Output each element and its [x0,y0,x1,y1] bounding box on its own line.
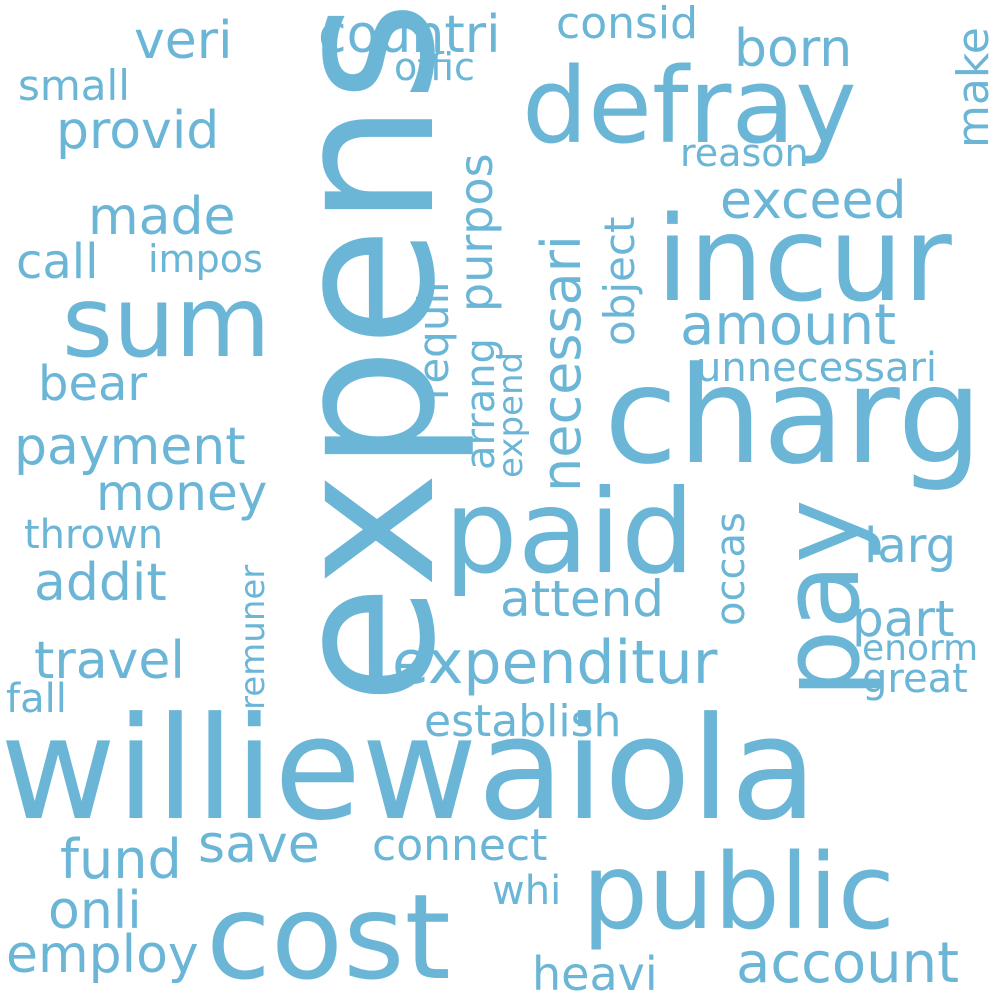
word-remuner: remuner [233,565,273,710]
word-money: money [96,464,267,522]
word-incur: incur [656,190,952,328]
word-williewaiola: williewaiola [0,687,817,852]
word-offic: offic [394,45,475,89]
word-necessari: necessari [530,235,593,492]
word-arrang: arrang [458,338,504,470]
word-larg: larg [864,518,956,574]
word-impos: impos [148,237,263,281]
word-establish: establish [424,696,621,747]
word-save: save [198,815,320,875]
word-paid: paid [444,465,695,600]
word-pay: pay [759,499,884,698]
word-veri: veri [134,11,233,71]
word-consid: consid [556,0,698,49]
word-countri: countri [318,5,501,65]
word-cost: cost [206,868,451,1000]
word-reason: reason [680,131,809,175]
word-born: born [734,19,852,79]
word-fund: fund [60,828,182,891]
word-addit: addit [34,553,167,613]
word-employ: employ [6,925,199,985]
word-purpos: purpos [449,153,503,312]
word-public: public [582,831,895,953]
word-expenditur: expenditur [392,628,718,698]
word-expens: expens [251,1,479,705]
word-sum: sum [62,266,271,380]
word-amount: amount [680,293,896,358]
word-bear: bear [38,356,147,412]
word-enorm: enorm [862,628,978,669]
word-expend: expend [491,352,531,478]
word-great: great [862,656,968,702]
word-small: small [18,61,130,110]
word-unnecessari: unnecessari [696,345,937,391]
word-object: object [595,217,644,346]
word-thrown: thrown [24,512,163,558]
word-defray: defray [522,45,857,167]
word-occas: occas [708,512,754,626]
word-account: account [736,931,959,996]
word-onli: onli [48,881,142,941]
word-requir: requir [409,275,458,400]
word-connect: connect [372,820,547,871]
word-heavi: heavi [532,947,658,1000]
word-make: make [948,27,999,148]
word-provid: provid [56,101,219,161]
word-travel: travel [34,631,185,691]
word-call: call [16,234,98,290]
word-payment: payment [14,417,246,477]
word-charg: charg [604,338,983,494]
word-part: part [852,590,955,648]
word-made: made [88,187,236,247]
word-fall: fall [6,676,67,722]
word-exceed: exceed [720,171,907,231]
word-attend: attend [500,570,664,628]
word-whi: whi [492,868,561,914]
